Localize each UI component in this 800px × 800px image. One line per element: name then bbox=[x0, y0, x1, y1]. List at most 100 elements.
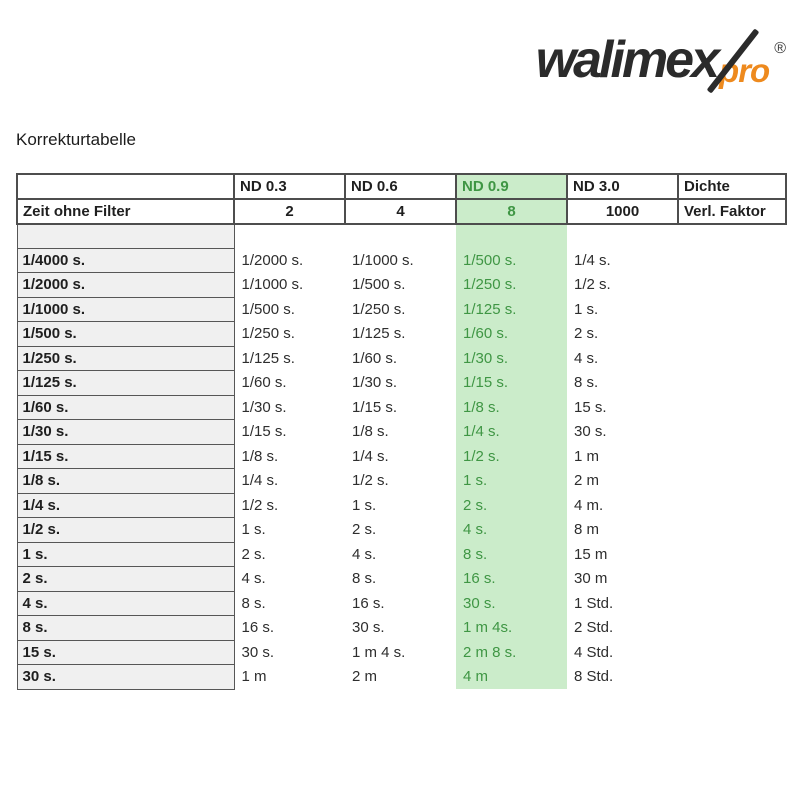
row-header-cell: 1/4000 s. bbox=[16, 247, 235, 273]
value-cell: 30 s. bbox=[456, 591, 567, 616]
table-row: 1/1000 s. 1/500 s. 1/250 s. 1/125 s. 1 s. bbox=[16, 296, 786, 322]
value-cell: 1 s. bbox=[352, 496, 377, 514]
value-cell: 1/500 s. bbox=[352, 276, 406, 294]
page-title: Korrekturtabelle bbox=[16, 130, 137, 149]
value-cell: 2 m 8 s. bbox=[456, 640, 567, 665]
table-row: 1/4 s. 1/2 s. 1 s. 2 s. 4 m. bbox=[16, 492, 786, 518]
value-cell: 8 m bbox=[574, 521, 600, 539]
value-cell: 2 s. bbox=[352, 521, 377, 539]
value-cell: 1 s. bbox=[574, 300, 599, 318]
column-header-nd09: ND 0.9 bbox=[455, 173, 568, 200]
value-cell: 8 Std. bbox=[574, 668, 614, 686]
value-cell: 1 Std. bbox=[574, 594, 614, 612]
table-row: 1/60 s. 1/30 s. 1/15 s. 1/8 s. 15 s. bbox=[16, 394, 786, 420]
spacer-cell-highlight bbox=[456, 224, 567, 248]
row-header-cell: 1/250 s. bbox=[16, 345, 235, 371]
row-header-cell: 1 s. bbox=[16, 541, 235, 567]
value-cell: 1 m bbox=[241, 668, 267, 686]
value-cell: 1 m bbox=[574, 447, 600, 465]
value-cell: 8 s. bbox=[352, 570, 377, 588]
value-cell: 1/4 s. bbox=[574, 251, 611, 269]
factor-nd09: 8 bbox=[455, 198, 568, 225]
empty-cell bbox=[678, 297, 786, 322]
row-header-cell: 1/60 s. bbox=[16, 394, 235, 420]
registered-trademark-icon: ® bbox=[774, 40, 786, 57]
value-cell: 1 m 4 s. bbox=[352, 643, 406, 661]
value-cell: 1/30 s. bbox=[456, 346, 567, 371]
value-cell: 4 s. bbox=[352, 545, 377, 563]
spacer-cell bbox=[567, 224, 678, 248]
value-cell: 1/250 s. bbox=[241, 325, 295, 343]
value-cell: 16 s. bbox=[352, 594, 385, 612]
empty-cell bbox=[678, 616, 786, 641]
value-cell: 1/4 s. bbox=[456, 419, 567, 444]
value-cell: 1/2 s. bbox=[352, 472, 389, 490]
corner-cell bbox=[16, 173, 235, 200]
factor-nd30: 1000 bbox=[566, 198, 679, 225]
value-cell: 4 Std. bbox=[574, 643, 614, 661]
value-cell: 1/60 s. bbox=[352, 349, 398, 367]
empty-cell bbox=[678, 665, 786, 690]
table-row: 1/500 s. 1/250 s. 1/125 s. 1/60 s. 2 s. bbox=[16, 321, 786, 347]
table-row: 8 s. 16 s. 30 s. 1 m 4s. 2 Std. bbox=[16, 615, 786, 641]
value-cell: 8 s. bbox=[574, 374, 599, 392]
value-cell: 2 Std. bbox=[574, 619, 614, 637]
empty-cell bbox=[678, 469, 786, 494]
row-header-cell: 1/500 s. bbox=[16, 321, 235, 347]
value-cell: 1/125 s. bbox=[241, 349, 295, 367]
value-cell: 1/2 s. bbox=[456, 444, 567, 469]
empty-cell bbox=[678, 346, 786, 371]
row-header-cell: 1/30 s. bbox=[16, 419, 235, 445]
value-cell: 1/1000 s. bbox=[352, 251, 414, 269]
empty-cell bbox=[678, 518, 786, 543]
spacer-row bbox=[16, 223, 786, 249]
value-cell: 15 m bbox=[574, 545, 608, 563]
table-row: 1/15 s. 1/8 s. 1/4 s. 1/2 s. 1 m bbox=[16, 443, 786, 469]
empty-cell bbox=[678, 591, 786, 616]
spacer-cell bbox=[234, 224, 345, 248]
value-cell: 1 s. bbox=[456, 468, 567, 493]
spacer-cell bbox=[678, 224, 786, 248]
value-cell: 1/250 s. bbox=[456, 272, 567, 297]
value-cell: 2 m bbox=[574, 472, 600, 490]
column-header-nd06: ND 0.6 bbox=[344, 173, 457, 200]
table-row: 1/2000 s. 1/1000 s. 1/500 s. 1/250 s. 1/2 s. bbox=[16, 272, 786, 298]
empty-cell bbox=[678, 273, 786, 298]
value-cell: 1/30 s. bbox=[352, 374, 398, 392]
table-header-row-factors: Zeit ohne Filter 2 4 8 1000 Verl. Faktor bbox=[16, 198, 787, 225]
value-cell: 1 s. bbox=[241, 521, 266, 539]
value-cell: 15 s. bbox=[574, 398, 607, 416]
table-row: 1 s. 2 s. 4 s. 8 s. 15 m bbox=[16, 541, 786, 567]
value-cell: 1/125 s. bbox=[456, 297, 567, 322]
row-header-cell: 1/125 s. bbox=[16, 370, 235, 396]
value-cell: 2 s. bbox=[241, 545, 266, 563]
value-cell: 8 s. bbox=[241, 594, 266, 612]
row-header-cell: 2 s. bbox=[16, 566, 235, 592]
value-cell: 16 s. bbox=[241, 619, 275, 637]
table-row: 1/2 s. 1 s. 2 s. 4 s. 8 m bbox=[16, 517, 786, 543]
row-header-cell: 1/4 s. bbox=[16, 492, 235, 518]
row-header-cell: 1/8 s. bbox=[16, 468, 235, 494]
value-cell: 30 s. bbox=[241, 643, 275, 661]
column-header-nd30: ND 3.0 bbox=[566, 173, 679, 200]
value-cell: 1/4 s. bbox=[352, 447, 389, 465]
table-row: 4 s. 8 s. 16 s. 30 s. 1 Std. bbox=[16, 590, 786, 616]
value-cell: 1/15 s. bbox=[241, 423, 287, 441]
value-cell: 1 m 4s. bbox=[456, 615, 567, 640]
empty-cell bbox=[678, 248, 786, 273]
row-header-cell: 15 s. bbox=[16, 639, 235, 665]
column-header-nd03: ND 0.3 bbox=[233, 173, 346, 200]
spacer-cell bbox=[16, 223, 235, 249]
value-cell: 4 m bbox=[456, 664, 567, 689]
row-header-cell: 1/2000 s. bbox=[16, 272, 235, 298]
value-cell: 1/8 s. bbox=[352, 423, 389, 441]
value-cell: 16 s. bbox=[456, 566, 567, 591]
value-cell: 4 m. bbox=[574, 496, 604, 514]
value-cell: 1/2 s. bbox=[574, 276, 611, 294]
walimex-pro-logo: walimexpro® bbox=[536, 28, 786, 102]
factor-nd06: 4 bbox=[344, 198, 457, 225]
value-cell: 8 s. bbox=[456, 542, 567, 567]
value-cell: 1/15 s. bbox=[352, 398, 398, 416]
table-row: 1/250 s. 1/125 s. 1/60 s. 1/30 s. 4 s. bbox=[16, 345, 786, 371]
